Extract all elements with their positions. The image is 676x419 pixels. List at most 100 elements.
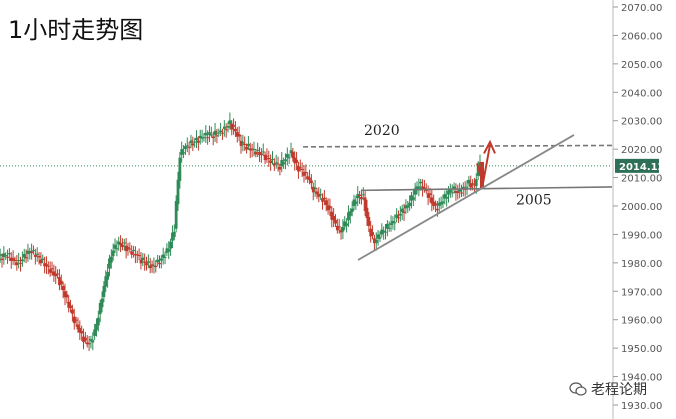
candle (324, 197, 328, 212)
candle (172, 224, 176, 241)
candle (141, 252, 145, 266)
candle (380, 223, 384, 238)
candle (43, 256, 47, 274)
candle (63, 283, 67, 306)
candle (230, 120, 234, 136)
candle (365, 199, 369, 226)
candle (87, 335, 91, 351)
candle (109, 249, 113, 269)
candle (287, 153, 291, 165)
candle (219, 122, 223, 136)
breakout-candle (480, 161, 484, 189)
candle (198, 129, 202, 145)
tick-label: 1930.00 (621, 401, 662, 412)
candle (56, 269, 59, 279)
candle (37, 252, 41, 265)
candle (271, 151, 274, 165)
candle (174, 195, 178, 233)
candle (360, 189, 363, 205)
candle (176, 171, 180, 211)
candle (235, 127, 239, 143)
candle (222, 120, 226, 137)
candle (39, 252, 43, 267)
candle (19, 256, 22, 272)
candle (146, 254, 150, 269)
candle (350, 201, 354, 217)
candle (113, 238, 117, 253)
candle (133, 246, 137, 264)
candle (67, 295, 71, 313)
candle (304, 164, 308, 180)
candle (0, 248, 2, 263)
tick-label: 2010.00 (621, 174, 662, 185)
candle (348, 208, 352, 224)
candle (460, 184, 463, 198)
candle (406, 201, 410, 213)
tick-label: 1950.00 (621, 344, 662, 355)
candle (26, 243, 30, 262)
price-axis: 1930.00 1940.00 1950.00 1960.00 1970.00 1980.… (612, 0, 665, 419)
candle (417, 178, 421, 197)
candle (71, 304, 74, 322)
candle (221, 128, 224, 140)
candle (232, 118, 235, 135)
candle (59, 274, 63, 290)
candle (156, 254, 160, 267)
candle (17, 252, 21, 269)
candle (224, 123, 228, 138)
candle (321, 193, 324, 210)
candle (167, 241, 171, 260)
candle (452, 182, 456, 194)
candle (404, 199, 408, 214)
candle (15, 255, 19, 271)
candle (45, 256, 48, 275)
candle (163, 251, 167, 265)
candle (300, 162, 304, 177)
candle (263, 151, 267, 165)
candle (152, 257, 156, 274)
candle (474, 173, 478, 194)
candle (102, 281, 106, 303)
candle (439, 196, 443, 210)
candle (165, 243, 169, 256)
candle (371, 225, 374, 240)
candle (395, 208, 399, 223)
candle (6, 249, 9, 264)
candle (252, 141, 256, 157)
candle (204, 125, 208, 143)
candle (376, 230, 380, 246)
candle (234, 121, 237, 137)
candle (95, 318, 98, 337)
candle (413, 182, 417, 202)
candle (306, 172, 310, 184)
candle (187, 141, 191, 156)
candle (473, 177, 476, 193)
candle (259, 148, 263, 163)
tick-label: 2060.00 (621, 31, 662, 42)
candle (30, 243, 34, 260)
candle (328, 198, 332, 217)
candle (258, 146, 261, 163)
current-price-label: 2014.12 (619, 162, 665, 173)
candle (126, 242, 130, 256)
candle (374, 232, 378, 251)
candle (454, 183, 458, 201)
candle (308, 169, 311, 185)
candle (191, 136, 195, 152)
candle (98, 299, 102, 323)
resistance-label: 2020 (364, 123, 400, 139)
candle (78, 320, 82, 340)
candle (143, 253, 147, 271)
candle (185, 137, 189, 153)
candle (2, 246, 6, 265)
candle (448, 183, 452, 198)
candle (180, 141, 184, 163)
candle (237, 126, 241, 142)
candle (265, 148, 269, 163)
candle (93, 324, 97, 341)
candle (322, 189, 326, 206)
candle (421, 179, 424, 197)
tick-label: 2020.00 (621, 145, 662, 156)
wechat-icon (569, 382, 587, 396)
watermark-text: 老程论期 (591, 382, 647, 398)
